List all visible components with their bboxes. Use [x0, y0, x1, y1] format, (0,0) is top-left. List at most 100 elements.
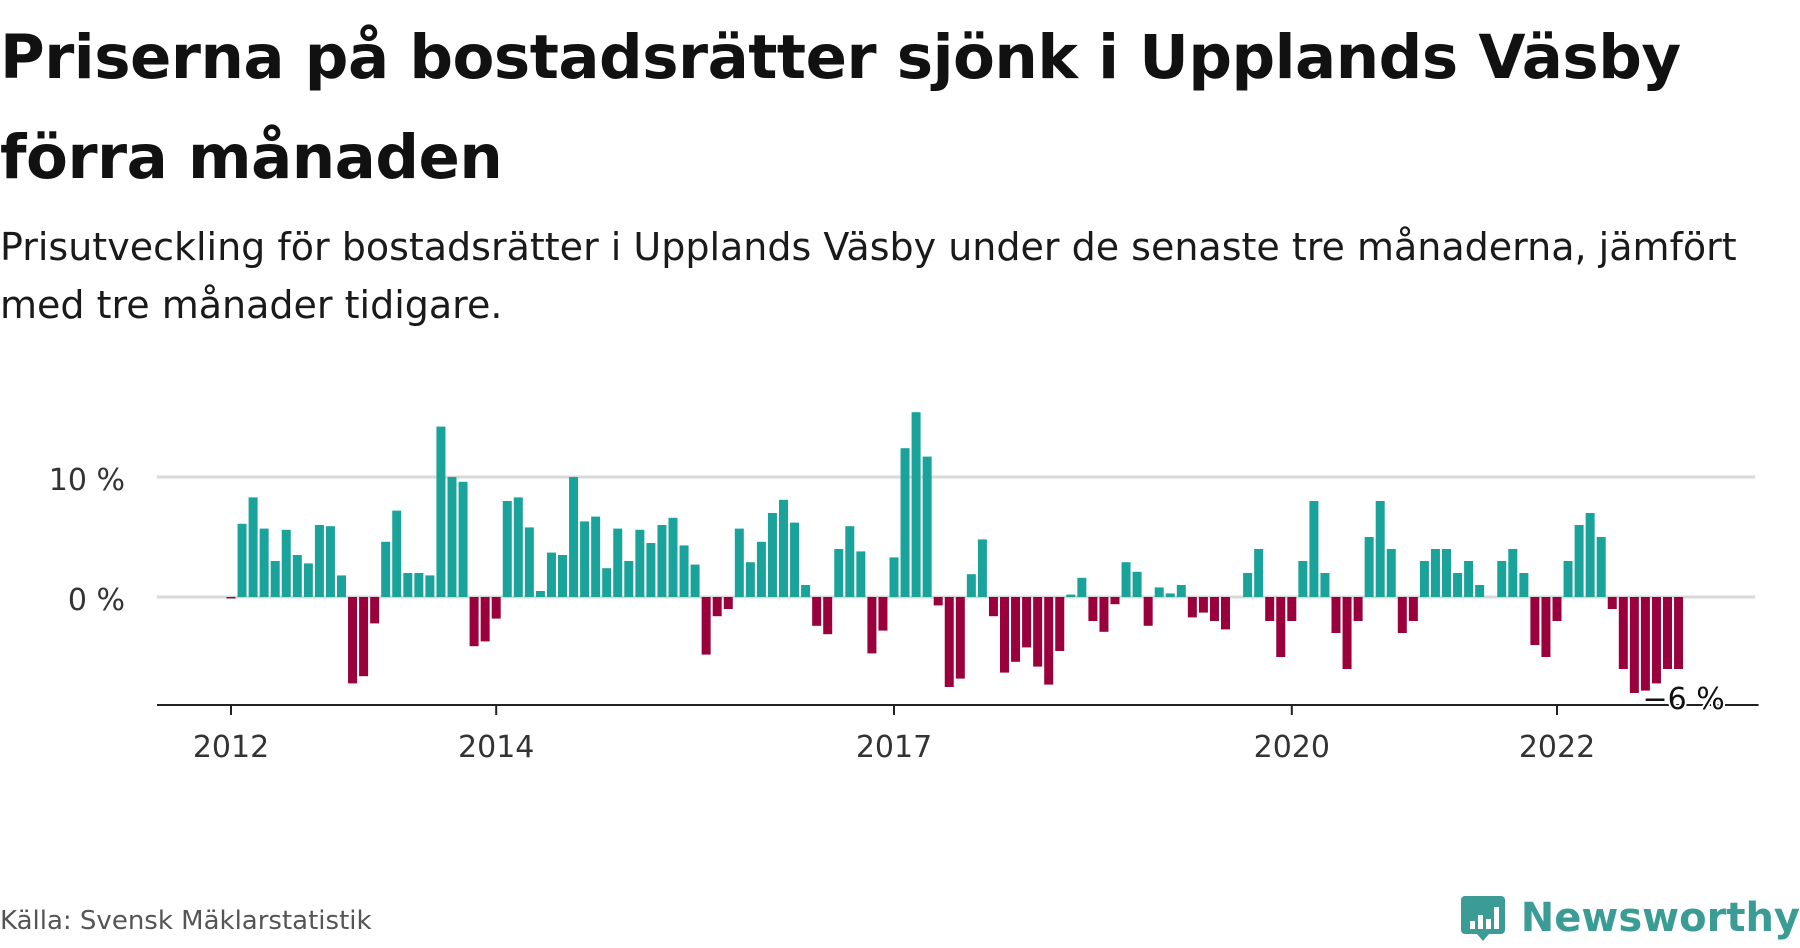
bar — [502, 501, 512, 597]
bar — [955, 597, 965, 679]
bar — [1397, 597, 1407, 633]
bar — [911, 412, 921, 597]
bar — [237, 523, 247, 597]
bar — [1022, 597, 1032, 648]
bar — [1640, 597, 1650, 691]
bar — [646, 543, 656, 597]
bar — [679, 545, 689, 597]
chart-subtitle: Prisutveckling för bostadsrätter i Uppla… — [0, 225, 1737, 327]
bar — [1165, 593, 1175, 597]
bar — [1121, 562, 1131, 597]
bar — [1132, 571, 1142, 597]
bar — [524, 527, 534, 597]
chart-title: Priserna på bostadsrätter sjönk i Upplan… — [0, 22, 1681, 193]
bar — [1044, 597, 1054, 685]
bar — [1497, 561, 1507, 597]
y-tick-label: 0 % — [68, 583, 125, 618]
bar — [1276, 597, 1286, 657]
bar — [1066, 594, 1076, 597]
bar — [602, 568, 612, 597]
x-tick-label: 2022 — [1519, 730, 1595, 765]
bar — [314, 525, 324, 597]
source-note: Källa: Svensk Mäklarstatistik — [0, 906, 372, 936]
bar — [1651, 597, 1661, 684]
bar — [469, 597, 479, 647]
bar — [878, 597, 888, 631]
bar — [403, 573, 413, 597]
bar — [480, 597, 490, 642]
bar — [1563, 561, 1573, 597]
bar — [1320, 573, 1330, 597]
bar — [790, 522, 800, 597]
bar — [270, 561, 280, 597]
bar — [1209, 597, 1219, 621]
bar — [414, 573, 424, 597]
bar — [690, 564, 700, 597]
bar — [1430, 549, 1440, 597]
bar — [1221, 597, 1230, 630]
bar — [845, 526, 855, 597]
bar — [1530, 597, 1540, 645]
bar — [546, 552, 556, 597]
bar — [1574, 525, 1584, 597]
bar — [889, 557, 899, 597]
bar — [1552, 597, 1562, 621]
bar — [1154, 587, 1164, 597]
bar — [966, 574, 976, 597]
bar — [491, 597, 501, 619]
bar — [1453, 573, 1463, 597]
bar — [292, 555, 302, 597]
bar — [723, 597, 733, 609]
x-tick-label: 2017 — [856, 730, 932, 765]
x-tick-label: 2020 — [1254, 730, 1330, 765]
bar — [1198, 597, 1208, 613]
bar — [580, 521, 590, 597]
bar — [1033, 597, 1043, 667]
bar — [1629, 597, 1639, 693]
bar — [834, 549, 844, 597]
bar — [259, 528, 269, 597]
bar — [1508, 549, 1518, 597]
bar — [1408, 597, 1418, 621]
bar — [370, 597, 380, 624]
bar — [1519, 573, 1529, 597]
bar — [944, 597, 954, 687]
bar — [1099, 597, 1109, 632]
bar — [1077, 577, 1087, 597]
brand-logo[interactable]: Newsworthy — [1459, 888, 1800, 948]
bar — [1674, 597, 1684, 669]
bar — [558, 555, 567, 597]
bar — [1254, 549, 1264, 597]
bar — [436, 426, 446, 597]
bar — [1607, 597, 1617, 609]
bar — [745, 562, 755, 597]
bar — [1176, 585, 1186, 597]
bar — [1596, 537, 1606, 597]
bar — [779, 499, 788, 597]
bar — [734, 528, 744, 597]
bar — [1143, 597, 1153, 626]
bar — [1243, 573, 1253, 597]
bar-chart: 0 % 10 % 2012 2014 2017 2020 2022 −6 % — [49, 412, 1759, 765]
bar — [933, 597, 943, 606]
bar — [1353, 597, 1363, 621]
bar — [756, 541, 766, 597]
bar — [392, 510, 402, 597]
bar — [1187, 597, 1197, 618]
bar — [1055, 597, 1065, 651]
brand-name: Newsworthy — [1520, 895, 1800, 941]
bar — [591, 516, 601, 597]
bar — [867, 597, 877, 654]
bar — [381, 541, 391, 597]
bar — [712, 597, 722, 617]
bar — [1386, 549, 1396, 597]
bar — [900, 448, 910, 597]
bar — [1287, 597, 1297, 621]
bar — [1342, 597, 1352, 669]
bar — [767, 513, 777, 597]
bar — [988, 597, 998, 617]
bar — [248, 497, 258, 597]
bar — [624, 561, 634, 597]
bar — [425, 575, 435, 597]
bar — [1110, 597, 1120, 605]
